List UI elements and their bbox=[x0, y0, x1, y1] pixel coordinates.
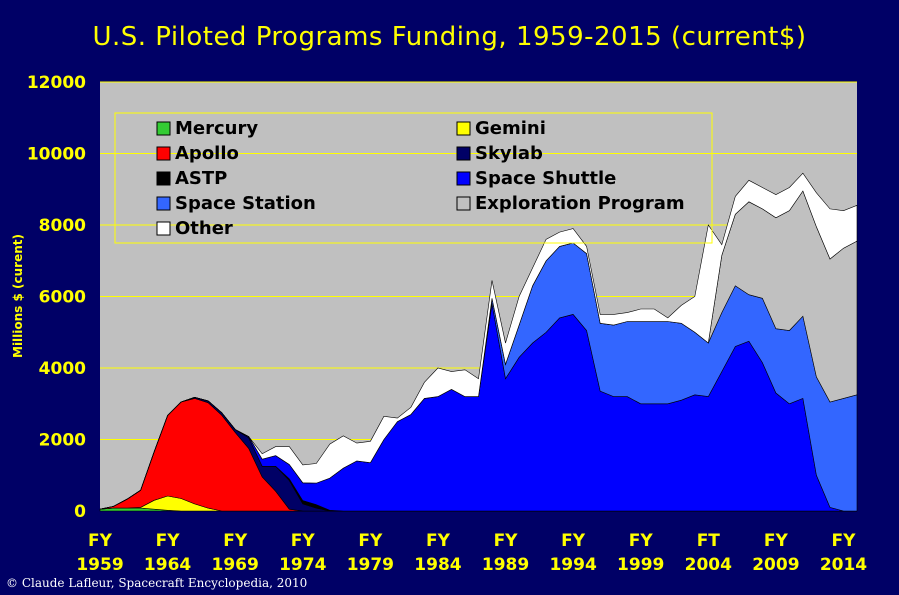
credit-text: © Claude Lafleur, Spacecraft Encyclopedi… bbox=[6, 576, 308, 590]
legend-label: Exploration Program bbox=[475, 193, 685, 214]
x-tick-label: FY bbox=[764, 531, 789, 551]
area-other bbox=[99, 172, 858, 510]
x-tick-label: FY bbox=[88, 531, 113, 551]
chart-title: U.S. Piloted Programs Funding, 1959-2015… bbox=[92, 22, 807, 52]
legend-swatch bbox=[156, 146, 171, 161]
legend: Mercury Gemini Apollo Skylab ASTP Space Shutt… bbox=[114, 112, 713, 244]
legend-label: Apollo bbox=[175, 143, 239, 164]
y-tick-label: 4000 bbox=[39, 359, 86, 379]
legend-box bbox=[114, 112, 713, 244]
legend-swatch bbox=[156, 221, 171, 236]
x-tick-label: 1969 bbox=[212, 555, 259, 575]
x-tick-label: FY bbox=[629, 531, 654, 551]
x-tick-label: FT bbox=[697, 531, 721, 551]
y-tick-label: 12000 bbox=[27, 73, 86, 93]
x-tick-label: 2004 bbox=[685, 555, 732, 575]
legend-item-gemini: Gemini bbox=[456, 118, 546, 139]
legend-swatch bbox=[156, 121, 171, 136]
x-tick-label: FY bbox=[291, 531, 316, 551]
x-tick-label: 1984 bbox=[414, 555, 461, 575]
legend-swatch bbox=[456, 121, 471, 136]
legend-label: Space Shuttle bbox=[475, 168, 616, 189]
x-tick-label: FY bbox=[223, 531, 248, 551]
legend-item-other: Other bbox=[156, 218, 233, 239]
legend-swatch bbox=[456, 146, 471, 161]
legend-item-mercury: Mercury bbox=[156, 118, 258, 139]
legend-label: Space Station bbox=[175, 193, 316, 214]
x-tick-label: FY bbox=[358, 531, 383, 551]
x-tick-label: FY bbox=[561, 531, 586, 551]
y-tick-label: 0 bbox=[74, 502, 86, 522]
x-tick-label: 1959 bbox=[76, 555, 123, 575]
legend-swatch bbox=[456, 196, 471, 211]
legend-item-space-shuttle: Space Shuttle bbox=[456, 168, 616, 189]
legend-swatch bbox=[156, 196, 171, 211]
legend-swatch bbox=[156, 171, 171, 186]
legend-label: ASTP bbox=[175, 168, 227, 189]
legend-item-space-station: Space Station bbox=[156, 193, 316, 214]
x-tick-label: FY bbox=[426, 531, 451, 551]
x-tick-label: FY bbox=[494, 531, 519, 551]
legend-swatch bbox=[456, 171, 471, 186]
y-axis-ticks: 0 2000 4000 6000 8000 10000 12000 bbox=[27, 73, 86, 522]
x-tick-label: FY bbox=[832, 531, 857, 551]
legend-label: Mercury bbox=[175, 118, 258, 139]
y-tick-label: 6000 bbox=[39, 288, 86, 308]
legend-label: Other bbox=[175, 218, 233, 239]
x-tick-label: 2009 bbox=[752, 555, 799, 575]
x-tick-label: 1999 bbox=[617, 555, 664, 575]
y-tick-label: 10000 bbox=[27, 145, 86, 165]
y-tick-label: 2000 bbox=[39, 431, 86, 451]
y-tick-label: 8000 bbox=[39, 216, 86, 236]
legend-item-apollo: Apollo bbox=[156, 143, 239, 164]
x-tick-label: FY bbox=[156, 531, 181, 551]
legend-label: Skylab bbox=[475, 143, 543, 164]
legend-label: Gemini bbox=[475, 118, 546, 139]
legend-item-skylab: Skylab bbox=[456, 143, 543, 164]
x-tick-label: 2014 bbox=[820, 555, 867, 575]
legend-item-exploration-program: Exploration Program bbox=[456, 193, 685, 214]
area-series bbox=[99, 172, 858, 512]
legend-item-astp: ASTP bbox=[156, 168, 227, 189]
x-tick-label: 1974 bbox=[279, 555, 326, 575]
x-axis-ticks: FY 1959 FY 1964 FY 1969 FY 1974 FY 1979 FY 1984 FY 19… bbox=[76, 531, 867, 575]
x-tick-label: 1979 bbox=[347, 555, 394, 575]
x-tick-label: 1964 bbox=[144, 555, 191, 575]
x-tick-label: 1989 bbox=[482, 555, 529, 575]
y-axis-label: Millions $ (curent) bbox=[11, 234, 25, 358]
x-tick-label: 1994 bbox=[549, 555, 596, 575]
